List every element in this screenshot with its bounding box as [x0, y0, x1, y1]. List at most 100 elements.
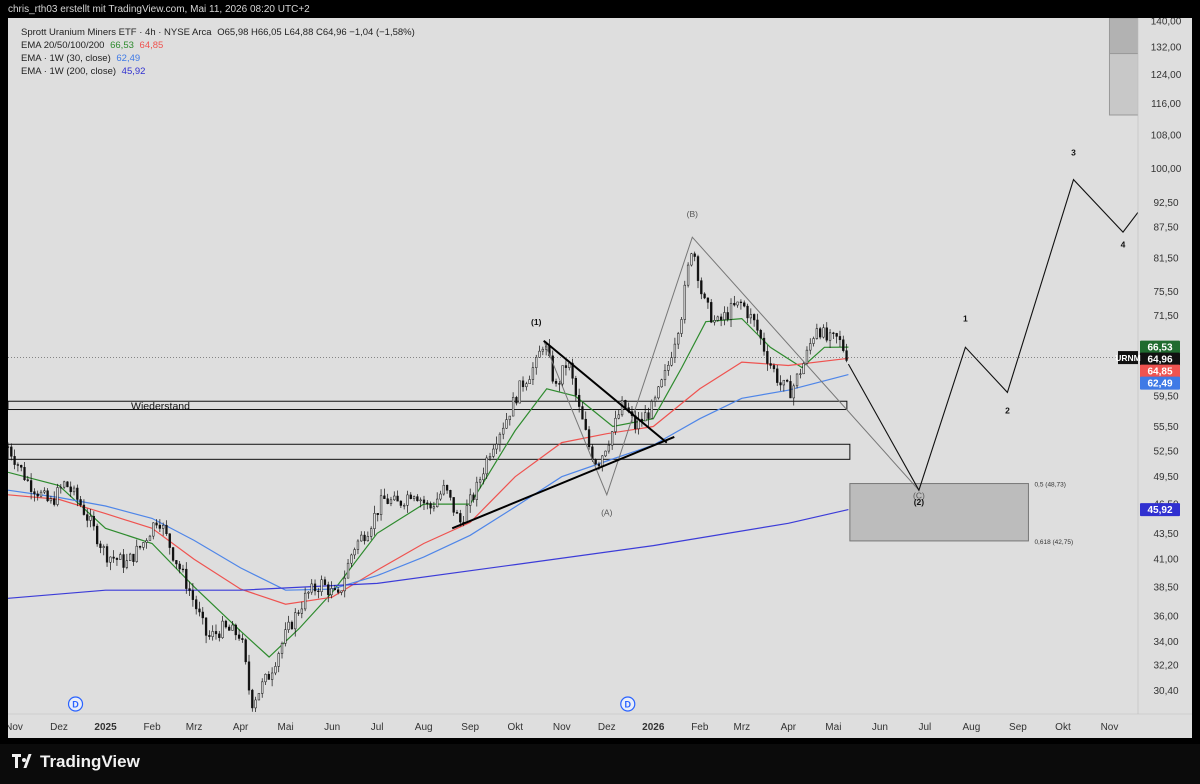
candle-body	[350, 554, 353, 564]
candle	[505, 413, 508, 429]
candle	[449, 489, 452, 501]
candle	[69, 481, 72, 497]
tradingview-wordmark: TradingView	[40, 752, 140, 771]
dividend-label: D	[72, 700, 79, 710]
candle	[535, 354, 538, 375]
candle-body	[495, 443, 498, 450]
candle-body	[584, 418, 587, 430]
candle	[795, 373, 799, 389]
candle-body	[429, 503, 432, 509]
candle-body	[264, 673, 267, 683]
candle-body	[168, 533, 171, 548]
candle	[105, 543, 109, 567]
candle-body	[505, 419, 508, 429]
candle	[766, 345, 769, 371]
x-tick-label: 2025	[94, 722, 117, 733]
price-tag-label: 66,53	[1147, 343, 1172, 354]
wave-label: 1	[963, 314, 968, 324]
candle	[759, 328, 762, 345]
candle-body	[617, 414, 620, 419]
candle-body	[683, 284, 686, 320]
candle-body	[647, 412, 650, 419]
candle	[442, 479, 445, 496]
candle	[307, 591, 310, 599]
candle-body	[835, 333, 838, 337]
y-tick-label: 59,50	[1153, 392, 1178, 403]
candle	[733, 295, 736, 307]
y-tick-label: 140,00	[1151, 18, 1182, 28]
candle	[521, 376, 525, 392]
tradingview-logo[interactable]: TradingView	[12, 752, 140, 772]
candle-body	[756, 319, 759, 331]
candle-body	[561, 365, 564, 385]
candle-body	[270, 672, 274, 680]
candle-body	[221, 620, 224, 638]
candle-body	[99, 543, 102, 548]
candle	[204, 617, 208, 644]
candle	[455, 509, 459, 514]
candle	[419, 497, 422, 508]
y-tick-label: 34,00	[1153, 637, 1178, 648]
x-tick-label: Feb	[691, 722, 709, 733]
y-tick-label: 87,50	[1153, 223, 1178, 234]
candle-body	[49, 498, 53, 502]
wave-label: (B)	[687, 209, 699, 219]
legend-ema-group-title: EMA 20/50/100/200	[21, 40, 105, 51]
candle	[201, 607, 204, 625]
candle-body	[620, 399, 624, 416]
attribution-text: chris_rth03 erstellt mit TradingView.com…	[8, 4, 310, 15]
candle	[842, 335, 845, 353]
candle	[323, 576, 327, 586]
candle	[264, 673, 267, 686]
candle	[700, 277, 703, 300]
price-chart[interactable]: (3)0,5 (48,73)0,618 (42,75)Wiederstand (…	[8, 18, 1192, 738]
candle	[122, 549, 125, 574]
candle	[805, 346, 809, 366]
candle-body	[482, 473, 485, 481]
candle-body	[178, 563, 181, 570]
candle-body	[158, 524, 162, 529]
candle	[743, 300, 746, 308]
candle	[29, 473, 33, 500]
candle	[363, 531, 366, 545]
candle	[16, 462, 20, 472]
candle	[604, 450, 607, 458]
candle-body	[300, 608, 303, 614]
candle	[386, 493, 389, 505]
candle-body	[515, 397, 518, 404]
candle	[578, 388, 581, 413]
candle	[690, 252, 693, 267]
candle	[181, 564, 185, 573]
candle	[485, 455, 488, 479]
candle	[366, 531, 370, 542]
ema-line-0	[8, 317, 849, 658]
candle-body	[541, 348, 544, 352]
price-tag-bg	[1140, 364, 1180, 378]
drawings-layer	[451, 178, 1139, 530]
candle	[482, 467, 485, 485]
candle	[313, 579, 317, 596]
candle-body	[320, 579, 323, 592]
candle-body	[89, 515, 92, 521]
x-tick-label: Mrz	[186, 722, 203, 733]
candle	[726, 306, 729, 322]
wave-label: 3	[1071, 148, 1076, 158]
candle-body	[706, 297, 710, 303]
candle-body	[317, 590, 320, 592]
candle-body	[449, 490, 452, 498]
candle	[72, 485, 76, 496]
candle-body	[511, 397, 515, 417]
candle-body	[686, 264, 690, 286]
candle-body	[188, 588, 191, 591]
candle-body	[680, 319, 683, 334]
y-tick-label: 132,00	[1151, 42, 1182, 53]
candle-body	[181, 568, 185, 571]
candle-body	[393, 495, 396, 501]
candle-body	[198, 608, 201, 613]
candle-body	[782, 379, 785, 386]
candle	[62, 480, 66, 489]
chart-area[interactable]: (3)0,5 (48,73)0,618 (42,75)Wiederstand (…	[8, 18, 1192, 738]
candle-body	[336, 589, 340, 593]
candle-body	[700, 280, 703, 295]
candle	[617, 409, 620, 420]
